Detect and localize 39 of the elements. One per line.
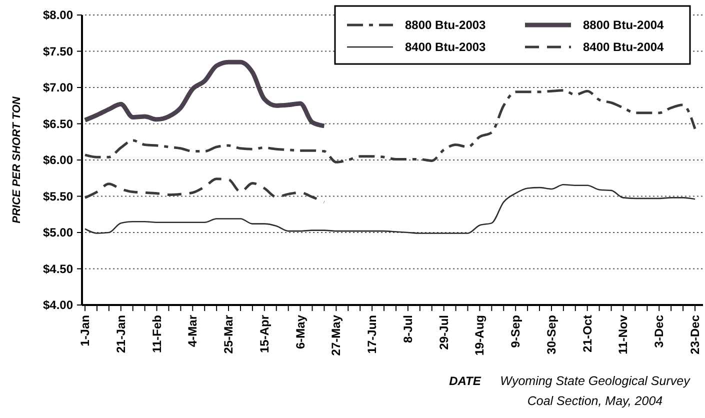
- x-tick-label: 21-Oct: [580, 315, 594, 352]
- line-series: [84, 184, 696, 234]
- x-tick-label: 19-Aug: [472, 315, 487, 356]
- y-tick-label: $6.00: [42, 153, 74, 167]
- legend-label: 8800 Btu-2004: [583, 18, 664, 32]
- x-tick-label: 30-Sep: [544, 315, 558, 354]
- y-tick-label: $8.00: [42, 8, 74, 22]
- y-tick-label: $4.00: [42, 298, 74, 312]
- y-tick-label: $7.50: [42, 44, 74, 58]
- y-tick-label: $6.50: [42, 116, 74, 131]
- legend-label: 8400 Btu-2003: [405, 40, 486, 54]
- x-tick-label: 6-May: [293, 314, 308, 350]
- text: Wyoming State Geological Survey: [500, 374, 691, 388]
- x-tick-label: 17-Jun: [365, 315, 380, 354]
- y-tick-label: $5.00: [42, 226, 74, 240]
- x-tick-label: 27-May: [329, 314, 344, 356]
- line-series: [84, 178, 326, 204]
- text: Coal Section, May, 2004: [527, 394, 663, 408]
- x-tick-label: 23-Dec: [688, 314, 702, 354]
- x-tick-label: 25-Mar: [222, 314, 236, 354]
- x-tick-label: 9-Sep: [508, 315, 523, 348]
- y-tick-label: $5.50: [42, 189, 74, 204]
- x-tick-label: 11-Nov: [616, 314, 630, 354]
- x-axis-title: DATE: [449, 374, 482, 388]
- x-tick-label: 1-Jan: [78, 315, 92, 346]
- legend-label: 8400 Btu-2004: [583, 40, 664, 54]
- line-series: [82, 60, 326, 128]
- legend-label: 8800 Btu-2003: [405, 18, 486, 32]
- x-tick-label: 8-Jul: [400, 315, 415, 344]
- x-tick-label: 11-Feb: [150, 315, 164, 354]
- x-tick-label: 3-Dec: [652, 314, 666, 348]
- line-series: [84, 89, 696, 164]
- y-axis-title: PRICE PER SHORT TON: [11, 96, 23, 224]
- x-tick-label: 15-Apr: [257, 314, 272, 354]
- y-tick-label: $4.50: [42, 262, 74, 276]
- x-tick-label: 21-Jan: [114, 315, 128, 354]
- y-tick-label: $7.00: [42, 80, 74, 94]
- x-tick-label: 4-Mar: [186, 314, 200, 348]
- x-tick-label: 29-Jul: [436, 315, 451, 350]
